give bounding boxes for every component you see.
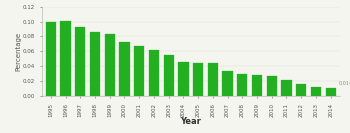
Bar	[252, 75, 262, 96]
Bar	[296, 84, 306, 96]
Bar	[46, 22, 56, 96]
Bar	[193, 63, 203, 96]
Bar	[237, 74, 247, 96]
Bar	[178, 62, 189, 96]
Text: 0.014%: 0.014%	[339, 81, 350, 86]
Bar	[208, 63, 218, 96]
X-axis label: Year: Year	[180, 117, 201, 126]
Bar	[75, 27, 85, 96]
Bar	[61, 21, 71, 96]
Bar	[163, 55, 174, 96]
Bar	[326, 88, 336, 96]
Bar	[90, 32, 100, 96]
Bar	[105, 34, 115, 96]
Bar	[267, 76, 277, 96]
Bar	[134, 46, 144, 96]
Bar	[149, 50, 159, 96]
Y-axis label: Percentage: Percentage	[15, 32, 21, 71]
Bar	[222, 70, 233, 96]
Bar	[311, 87, 321, 96]
Bar	[119, 41, 130, 96]
Bar	[281, 80, 292, 96]
